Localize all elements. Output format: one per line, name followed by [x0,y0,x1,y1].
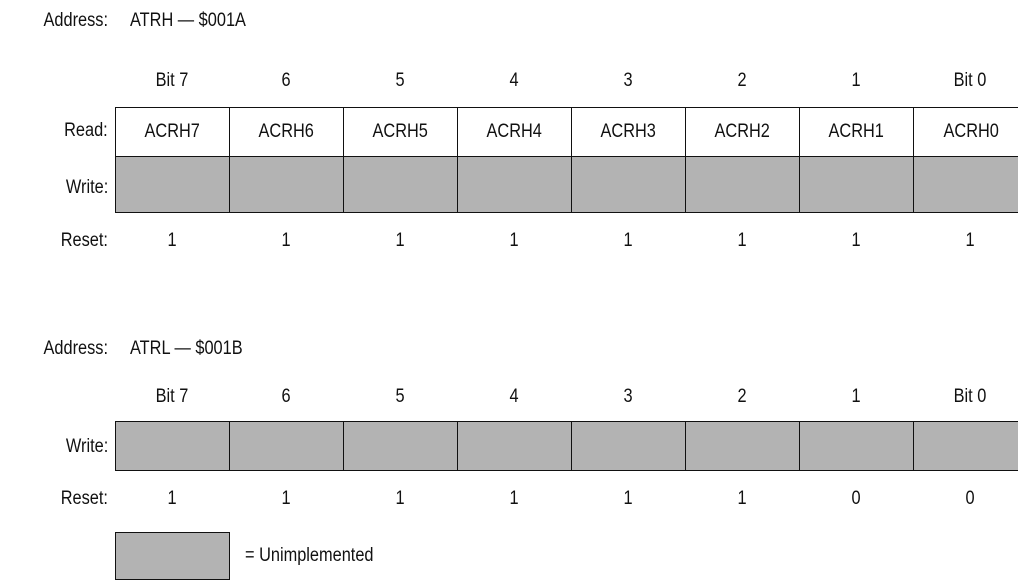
unimplemented-cell [116,157,230,212]
reset-value: 1 [737,488,747,509]
read-cell: ACRH7 [116,108,230,156]
reset-value: 1 [965,230,975,251]
address-value: ATRL — $001B [130,338,243,359]
read-cell-value: ACRH7 [144,121,201,142]
read-cell: ACRH5 [344,108,458,156]
reset-value: 1 [167,488,177,509]
reset-value: 1 [281,230,291,251]
read-cell: ACRH0 [914,108,1018,156]
write-label: Write: [65,436,108,457]
read-cell-value: ACRH0 [943,121,999,142]
reset-value: 1 [623,488,633,509]
read-cell: ACRH6 [230,108,344,156]
unimplemented-cell [344,422,458,470]
unimplemented-cell [686,157,800,212]
unimplemented-cell [800,157,914,212]
read-cell-value: ACRH4 [486,121,543,142]
bit-header: 5 [395,386,405,407]
bit-header: Bit 0 [953,70,987,91]
read-cell-value: ACRH5 [372,121,429,142]
reset-value: 0 [851,488,861,509]
reset-value: 1 [509,488,519,509]
legend-text: = Unimplemented [245,545,374,566]
unimplemented-cell [800,422,914,470]
bit-header: 3 [623,386,633,407]
bit-header: 1 [851,386,861,407]
read-cell-value: ACRH1 [828,121,885,142]
write-row [115,156,1018,213]
bit-header: 5 [395,70,405,91]
unimplemented-cell [914,422,1018,470]
bit-header: 1 [851,70,861,91]
read-cell-value: ACRH3 [600,121,657,142]
bit-header: 2 [737,386,747,407]
reset-value: 1 [281,488,291,509]
bit-header: 3 [623,70,633,91]
read-cell: ACRH1 [800,108,914,156]
read-row: ACRH7 ACRH6 ACRH5 ACRH4 ACRH3 ACRH2 ACRH… [115,107,1018,157]
bit-header: 4 [509,386,519,407]
address-label: Address: [43,10,108,31]
legend-swatch [115,532,230,580]
address-value: ATRH — $001A [130,10,246,31]
write-label: Write: [65,177,108,198]
bit-header: Bit 0 [953,386,987,407]
reset-value: 1 [737,230,747,251]
reset-value: 1 [851,230,861,251]
read-label: Read: [64,120,108,141]
bit-header: 2 [737,70,747,91]
read-cell: ACRH4 [458,108,572,156]
reset-label: Reset: [60,488,108,509]
unimplemented-cell [572,157,686,212]
reset-value: 1 [167,230,177,251]
unimplemented-cell [458,422,572,470]
bit-header: Bit 7 [155,386,189,407]
read-cell-value: ACRH6 [258,121,315,142]
unimplemented-cell [572,422,686,470]
reset-value: 1 [623,230,633,251]
unimplemented-cell [914,157,1018,212]
bit-header: 6 [281,70,291,91]
read-cell: ACRH3 [572,108,686,156]
unimplemented-cell [686,422,800,470]
unimplemented-cell [344,157,458,212]
bit-header: 6 [281,386,291,407]
read-cell: ACRH2 [686,108,800,156]
unimplemented-cell [116,422,230,470]
address-label: Address: [43,338,108,359]
reset-value: 1 [395,230,405,251]
unimplemented-cell [230,422,344,470]
bit-header: Bit 7 [155,70,189,91]
unimplemented-cell [458,157,572,212]
unimplemented-cell [230,157,344,212]
write-row [115,421,1018,471]
read-cell-value: ACRH2 [714,121,771,142]
bit-header: 4 [509,70,519,91]
reset-value: 0 [965,488,975,509]
reset-value: 1 [509,230,519,251]
reset-label: Reset: [60,230,108,251]
reset-value: 1 [395,488,405,509]
